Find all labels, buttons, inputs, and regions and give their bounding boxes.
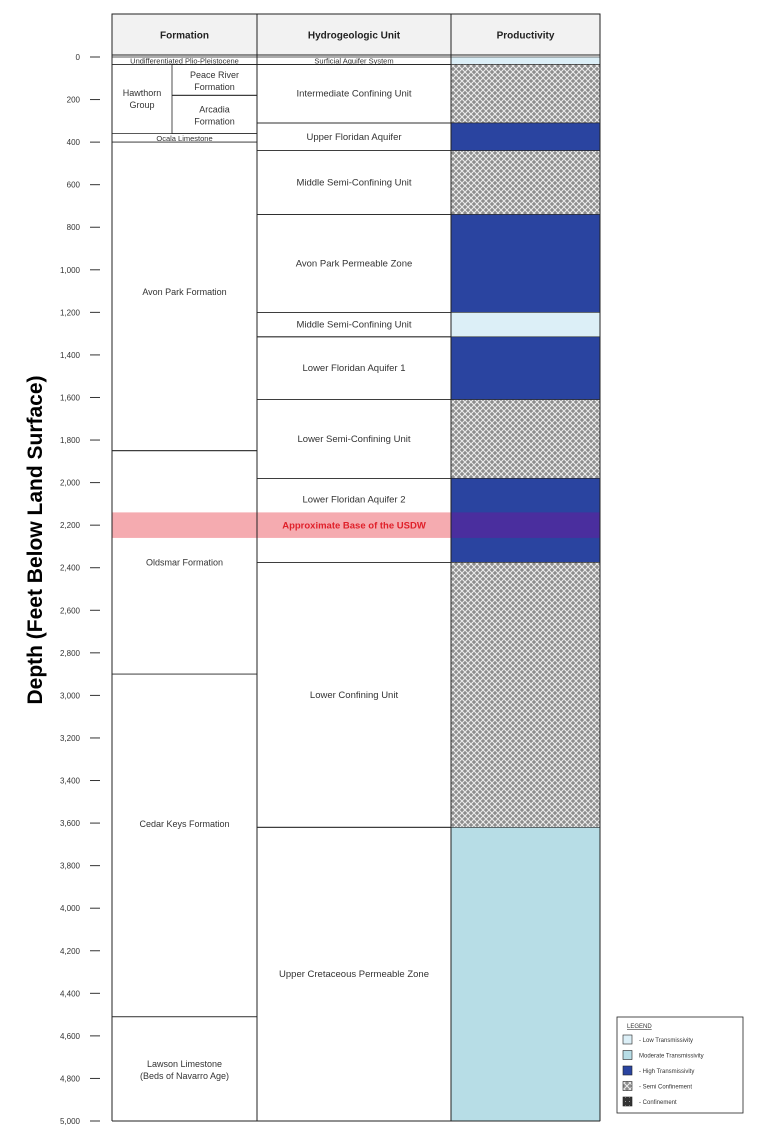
legend-item-label: - Semi Confinement [639,1085,692,1091]
productivity-interval [450,827,601,1122]
depth-tick-label: 3,000 [60,691,81,700]
formation-label: Oldsmar Formation [146,557,223,567]
depth-tick-label: 4,800 [60,1074,81,1083]
formation-label-line1: Arcadia [199,104,230,114]
hydro-unit-label: Upper Cretaceous Permeable Zone [279,969,429,980]
usdw-band [112,512,451,538]
depth-tick-label: 3,400 [60,777,81,786]
legend-swatch [622,1034,633,1045]
usdw-band-layer: Approximate Base of the USDW [112,512,600,538]
depth-tick-label: 5,000 [60,1117,81,1126]
formation-label: Lawson Limestone [147,1059,222,1069]
depth-tick-label: 1,600 [60,393,81,402]
depth-axis: 0 200 400 600 800 1,000 1,200 1,400 1,600 1,800 2,… [60,53,100,1126]
formation-label: Cedar Keys Formation [139,819,229,829]
depth-tick-label: 4,000 [60,904,81,913]
legend-swatch [622,1065,633,1076]
legend-item-label: - Confinement [639,1100,677,1106]
column-labels: Undifferentiated Plio-Pleistocene Peace R… [111,14,601,1122]
productivity-interval [450,214,601,313]
legend-item-label: - High Transmissivity [639,1069,694,1075]
productivity-interval [450,56,601,65]
productivity-interval [450,336,601,400]
header-background [111,13,601,56]
hydro-unit-label: Surficial Aquifer System [314,57,393,66]
legend-item-label: - Low Transmissivity [639,1038,693,1044]
formation-sublabel: (Beds of Navarro Age) [140,1071,229,1081]
hydro-unit-label: Lower Semi-Confining Unit [298,434,411,445]
hydro-unit-label: Avon Park Permeable Zone [296,258,413,269]
hydro-unit-label: Lower Confining Unit [310,690,399,701]
legend-box [616,1016,744,1114]
depth-tick-label: 2,800 [60,649,81,658]
depth-tick-label: 3,600 [60,819,81,828]
depth-tick-label: 4,400 [60,989,81,998]
formation-label: Ocala Limestone [156,134,212,143]
depth-tick-label: 4,200 [60,947,81,956]
productivity-interval [450,312,601,338]
depth-tick-label: 600 [67,181,81,190]
hydro-unit-label: Middle Semi-Confining Unit [296,178,411,189]
legend-item-label: Moderate Transmissivity [639,1054,704,1060]
depth-tick-label: 1,400 [60,351,81,360]
depth-tick-label: 1,200 [60,308,81,317]
usdw-band-productivity [451,512,600,538]
legend-title: LEGEND [627,1024,652,1030]
productivity-interval [450,64,601,124]
usdw-label: Approximate Base of the USDW [282,521,426,532]
depth-tick-label: 800 [67,223,81,232]
formation-label: Avon Park Formation [142,287,226,297]
hawthorn-group-label-line2: Group [129,100,154,110]
depth-tick-label: 2,000 [60,479,81,488]
column-header: Formation Hydrogeologic Unit Productivity [111,13,601,56]
depth-tick-label: 1,800 [60,436,81,445]
header-productivity: Productivity [497,31,555,42]
hydro-unit-label: Middle Semi-Confining Unit [296,320,411,331]
depth-tick-label: 3,800 [60,862,81,871]
hydro-unit-label: Upper Floridan Aquifer [306,132,401,143]
depth-tick-label: 2,200 [60,521,81,530]
header-formation: Formation [160,31,209,42]
formation-label: Undifferentiated Plio-Pleistocene [130,57,239,66]
hydro-unit-label: Intermediate Confining Unit [296,89,411,100]
depth-tick-label: 200 [67,96,81,105]
depth-tick-label: 2,400 [60,564,81,573]
formation-label-line2: Formation [194,82,235,92]
hydro-unit-label: Lower Floridan Aquifer 1 [303,363,406,374]
formation-label-line2: Formation [194,116,235,126]
depth-tick-label: 1,000 [60,266,81,275]
legend-swatch [622,1096,633,1107]
legend: LEGEND - Low Transmissivity Moderate Trans… [616,1016,744,1114]
formation-label-line1: Peace River [190,70,239,80]
productivity-interval [450,399,601,479]
productivity-interval [450,122,601,151]
hawthorn-group-label-line1: Hawthorn [123,88,162,98]
depth-tick-label: 2,600 [60,606,81,615]
header-hydrogeologic-unit: Hydrogeologic Unit [308,31,401,42]
productivity-interval [450,150,601,215]
depth-tick-label: 400 [67,138,81,147]
depth-tick-label: 0 [76,53,81,62]
depth-tick-label: 3,200 [60,734,81,743]
hydro-unit-label: Lower Floridan Aquifer 2 [303,495,406,506]
column-body [112,56,601,1122]
productivity-interval [450,562,601,828]
depth-tick-label: 4,600 [60,1032,81,1041]
legend-swatch [622,1081,633,1091]
legend-swatch [622,1050,633,1060]
